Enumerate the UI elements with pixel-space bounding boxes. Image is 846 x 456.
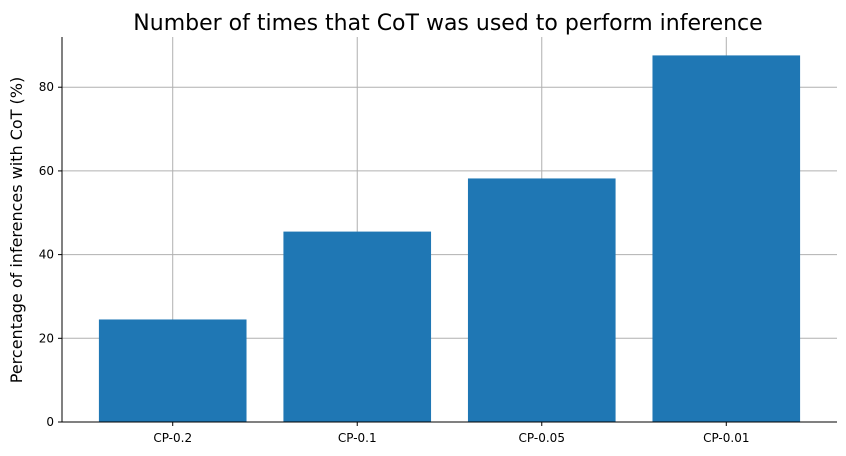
x-tick-label: CP-0.1 — [338, 431, 377, 445]
chart-title: Number of times that CoT was used to per… — [133, 11, 762, 36]
bar-cp-0-05 — [467, 178, 616, 422]
axes-layer — [61, 37, 837, 423]
bar-cp-0-2 — [98, 319, 247, 422]
x-tick-label: CP-0.2 — [153, 431, 192, 445]
bar-cp-0-01 — [652, 55, 801, 422]
bar-cp-0-1 — [283, 231, 432, 422]
y-axis-label: Percentage of inferences with CoT (%) — [7, 77, 26, 383]
bars-layer — [98, 55, 801, 422]
ticks-layer: 0 20 40 60 80 CP-0.2 CP-0.1 CP-0.05 CP-0.01 — [39, 80, 750, 445]
y-tick-label: 80 — [39, 80, 54, 94]
y-tick-label: 0 — [46, 415, 54, 429]
y-tick-label: 60 — [39, 164, 54, 178]
x-tick-label: CP-0.05 — [519, 431, 565, 445]
x-tick-label: CP-0.01 — [703, 431, 749, 445]
y-tick-label: 20 — [39, 331, 54, 345]
y-tick-label: 40 — [39, 248, 54, 262]
